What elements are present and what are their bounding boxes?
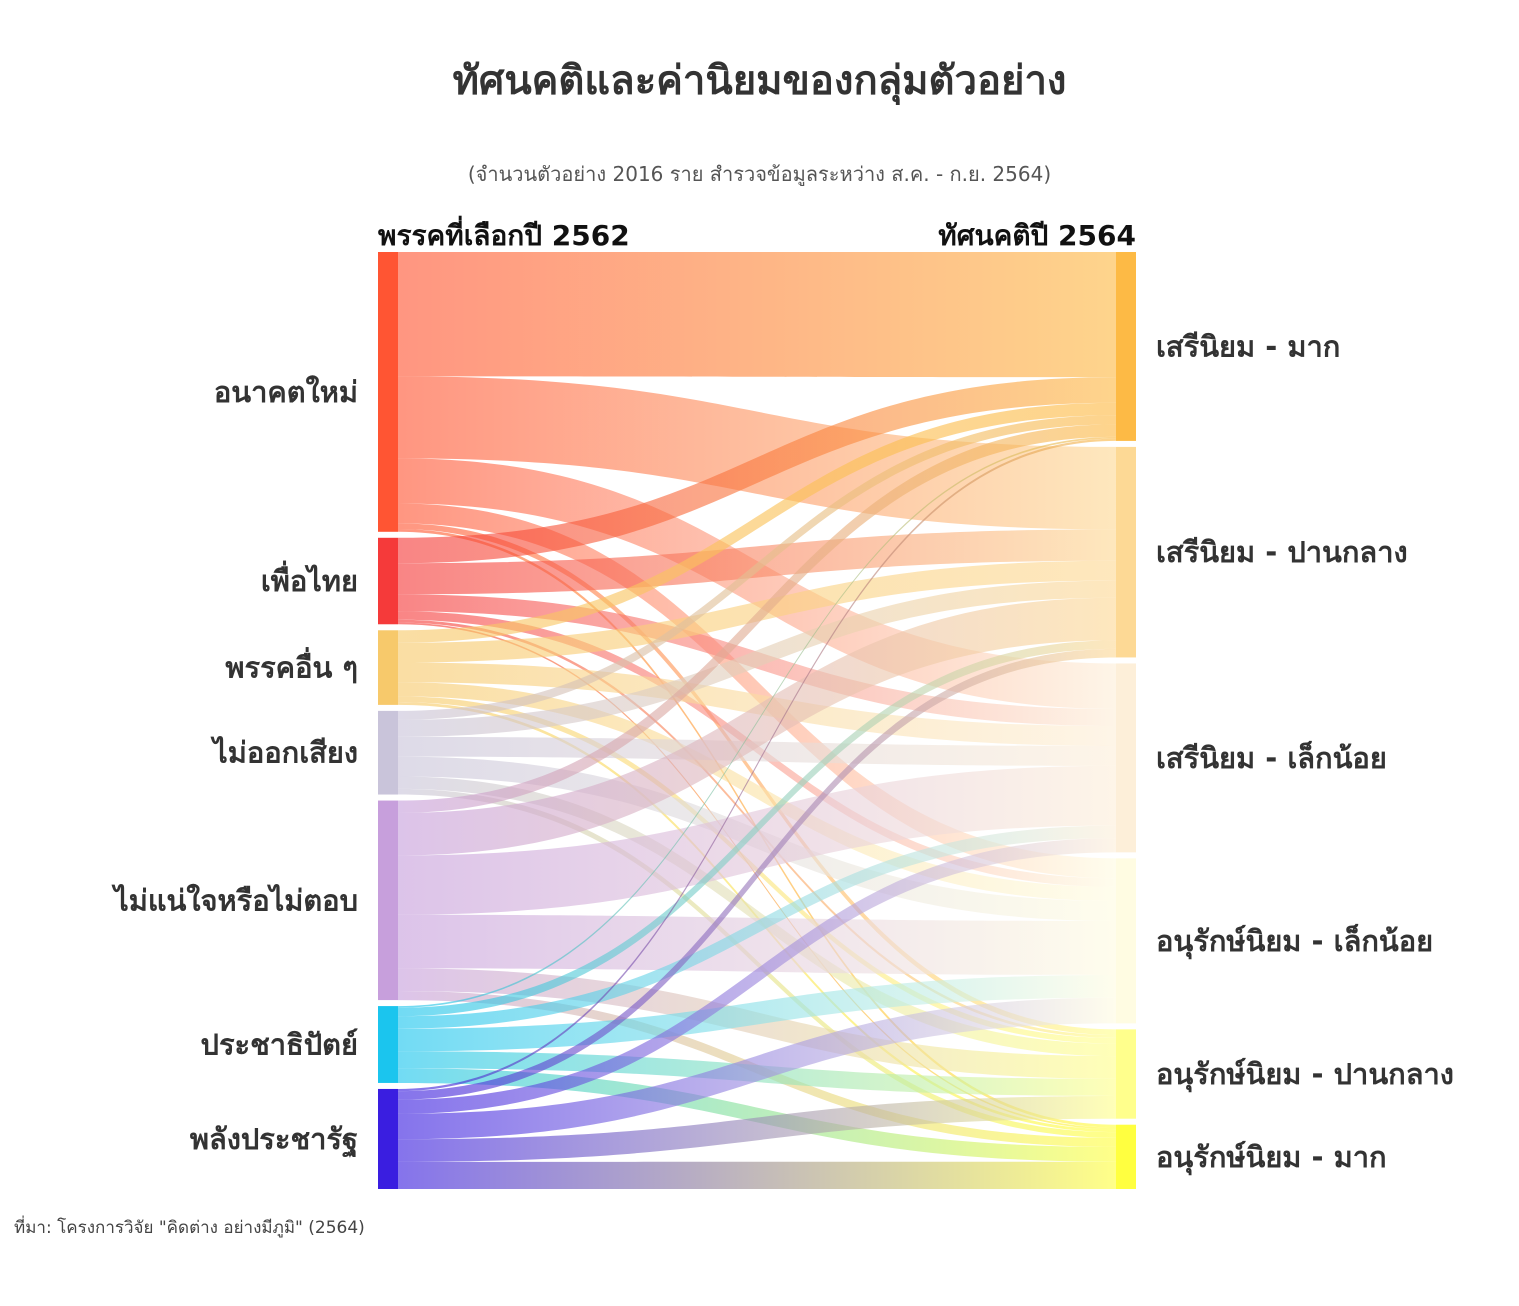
source-node-1 <box>378 537 398 625</box>
link-0-4 <box>398 523 1116 1036</box>
target-node-0 <box>1116 252 1136 441</box>
link-5-0 <box>398 436 1116 1008</box>
target-node-5 <box>1116 1124 1136 1189</box>
target-node-4 <box>1116 1029 1136 1119</box>
link-3-2 <box>398 736 1116 766</box>
link-6-0 <box>398 438 1116 1092</box>
link-4-0 <box>398 424 1116 813</box>
link-1-0 <box>398 377 1116 564</box>
link-2-0 <box>398 402 1116 643</box>
target-label-3: อนุรักษ์นิยม - เล็กน้อย <box>1156 923 1433 959</box>
source-label-2: พรรคอื่น ๆ <box>225 647 358 685</box>
source-node-4 <box>378 800 398 1001</box>
link-4-2 <box>398 765 1116 915</box>
sankey-nodes <box>378 252 1136 1189</box>
link-6-2 <box>398 838 1116 1114</box>
link-3-1 <box>398 580 1116 737</box>
link-0-1 <box>398 376 1116 530</box>
target-label-5: อนุรักษ์นิยม - มาก <box>1156 1140 1387 1175</box>
target-node-1 <box>1116 446 1136 658</box>
link-5-5 <box>398 1068 1116 1162</box>
link-0-0 <box>398 252 1116 378</box>
link-6-1 <box>398 648 1116 1100</box>
target-label-4: อนุรักษ์นิยม - ปานกลาง <box>1156 1057 1454 1092</box>
source-label-4: ไม่แน่ใจหรือไม่ตอบ <box>111 883 358 917</box>
link-0-3 <box>398 503 1116 879</box>
link-5-2 <box>398 825 1116 1029</box>
link-1-1 <box>398 529 1116 595</box>
link-6-5 <box>398 1161 1116 1189</box>
source-node-2 <box>378 630 398 705</box>
chart-subtitle: (จำนวนตัวอย่าง 2016 ราย สำรวจข้อมูลระหว่… <box>467 162 1052 186</box>
source-label-6: พลังประชารัฐ <box>190 1122 358 1158</box>
source-node-6 <box>378 1088 398 1189</box>
link-2-3 <box>398 682 1116 902</box>
link-4-3 <box>398 914 1116 976</box>
source-node-0 <box>378 252 398 532</box>
link-5-1 <box>398 640 1116 1017</box>
source-note: ที่มา: โครงการวิจัย "คิดต่าง อย่างมีภูมิ… <box>14 1218 365 1238</box>
target-label-1: เสรีนิยม - ปานกลาง <box>1156 535 1408 569</box>
chart-title: ทัศนคติและค่านิยมของกลุ่มตัวอย่าง <box>452 58 1067 104</box>
target-label-0: เสรีนิยม - มาก <box>1156 329 1340 363</box>
link-3-0 <box>398 415 1116 720</box>
source-node-3 <box>378 710 398 795</box>
source-label-1: เพื่อไทย <box>261 560 358 598</box>
link-5-3 <box>398 975 1116 1052</box>
source-label-3: ไม่ออกเสียง <box>210 736 358 770</box>
source-label-0: อนาคตใหม่ <box>214 375 358 409</box>
target-node-3 <box>1116 858 1136 1024</box>
link-6-4 <box>398 1095 1116 1162</box>
source-label-5: ประชาธิปัตย์ <box>201 1028 358 1062</box>
link-6-3 <box>398 997 1116 1140</box>
source-node-5 <box>378 1006 398 1083</box>
target-node-2 <box>1116 663 1136 853</box>
target-label-2: เสรีนิยม - เล็กน้อย <box>1156 740 1387 775</box>
link-3-4 <box>398 776 1116 1057</box>
link-4-1 <box>398 597 1116 856</box>
right-column-header: ทัศนคติปี 2564 <box>938 219 1136 252</box>
left-column-header: พรรคที่เลือกปี 2562 <box>378 219 630 252</box>
link-2-1 <box>398 560 1116 663</box>
sankey-links <box>398 252 1116 1189</box>
